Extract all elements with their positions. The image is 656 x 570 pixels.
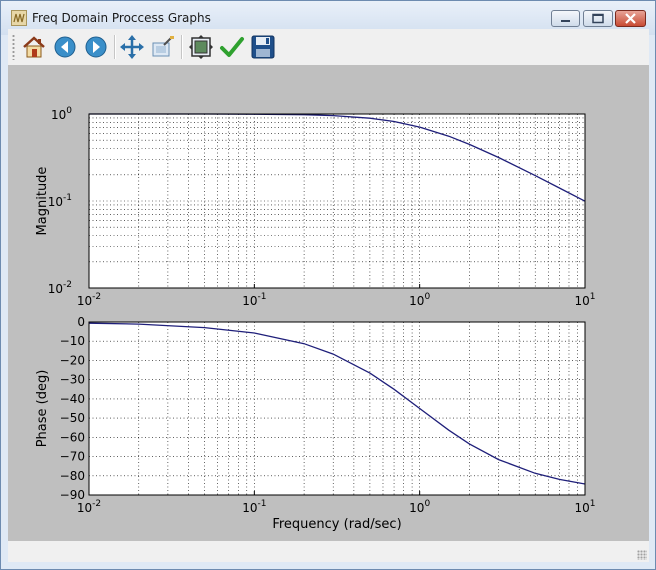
status-bar [8, 541, 649, 562]
checkmark-icon [220, 37, 244, 57]
x-tick-label: 101 [574, 292, 595, 308]
subplot-2[interactable]: 10-2 10-1 100 1010−10−20−30−40−50−60−70−80−… [35, 315, 596, 532]
y-tick-label: −90 [60, 488, 85, 502]
y-axis-label: Magnitude [35, 167, 50, 236]
y-tick-label: 0 [77, 315, 85, 329]
home-icon [23, 36, 45, 58]
y-tick-label: −30 [60, 373, 85, 387]
x-axis-label: Frequency (rad/sec) [272, 517, 401, 532]
zoom-button[interactable] [150, 34, 176, 60]
save-button[interactable] [250, 34, 276, 60]
window-title: Freq Domain Proccess Graphs [32, 11, 211, 25]
floppy-disk-icon [251, 35, 275, 59]
client-area: 10-2 10-1 100 101 10-2 10-1 100 Magnitude 10-2 10… [8, 29, 649, 562]
y-tick-label: −70 [60, 450, 85, 464]
subplot-1[interactable]: 10-2 10-1 100 101 10-2 10-1 100 Magnitude [35, 106, 596, 308]
y-tick-label: 100 [51, 106, 72, 122]
close-icon [625, 13, 636, 24]
configure-subplots-button[interactable] [188, 34, 214, 60]
x-tick-label: 10-1 [242, 499, 266, 515]
toolbar-grip[interactable] [12, 34, 15, 60]
series-line-1 [88, 322, 586, 485]
y-tick-label: −60 [60, 430, 85, 444]
pan-button[interactable] [119, 34, 145, 60]
back-button[interactable] [52, 34, 78, 60]
back-arrow-icon [54, 36, 76, 58]
axes-frame [88, 113, 586, 289]
x-tick-label: 10-2 [77, 292, 101, 308]
home-button[interactable] [21, 34, 47, 60]
zoom-rect-icon [152, 36, 174, 57]
minimize-icon [561, 20, 570, 22]
x-tick-label: 100 [409, 499, 430, 515]
wave-icon [11, 10, 27, 26]
minimize-button[interactable] [551, 10, 580, 27]
figure-canvas[interactable]: 10-2 10-1 100 101 10-2 10-1 100 Magnitude 10-2 10… [8, 65, 649, 541]
y-tick-label: −80 [60, 469, 85, 483]
resize-grip[interactable] [637, 550, 647, 560]
forward-button[interactable] [83, 34, 109, 60]
x-tick-label: 101 [574, 499, 595, 515]
y-tick-label: 10-2 [48, 280, 72, 296]
navigation-toolbar [8, 29, 649, 65]
y-tick-label: −20 [60, 353, 85, 367]
close-button[interactable] [615, 10, 646, 27]
y-tick-label: 10-1 [48, 193, 72, 209]
axes-frame [88, 321, 586, 496]
x-tick-label: 100 [409, 292, 430, 308]
y-tick-label: −10 [60, 334, 85, 348]
toolbar-separator [181, 35, 183, 59]
forward-arrow-icon [85, 36, 107, 58]
y-tick-label: −40 [60, 392, 85, 406]
subplots-icon [189, 35, 213, 59]
maximize-button[interactable] [583, 10, 613, 27]
y-tick-label: −50 [60, 411, 85, 425]
edit-parameters-button[interactable] [219, 34, 245, 60]
y-axis-label: Phase (deg) [35, 370, 50, 448]
x-tick-label: 10-1 [242, 292, 266, 308]
axes-background [89, 322, 585, 495]
pan-arrows-icon [120, 35, 144, 59]
toolbar-separator [114, 35, 116, 59]
